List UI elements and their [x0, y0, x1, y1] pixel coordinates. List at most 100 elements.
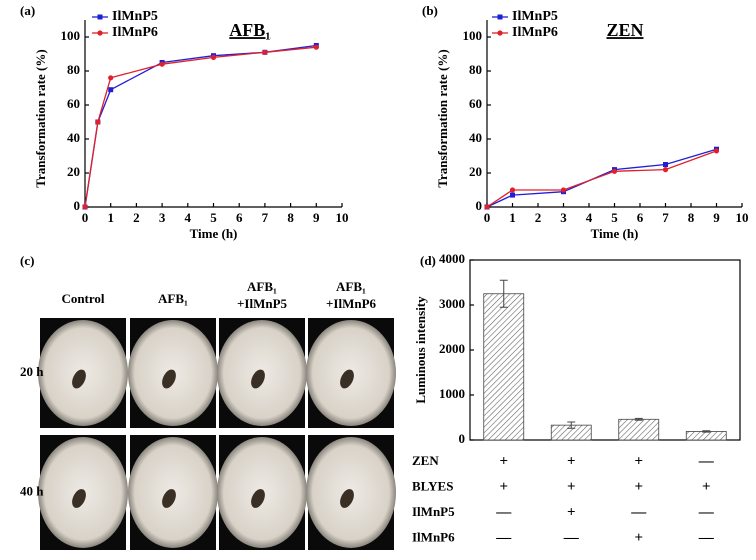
hydra: [162, 489, 176, 508]
x-tick-label: 4: [185, 210, 192, 225]
error-bar: [702, 430, 711, 433]
x-tick-label: 3: [159, 210, 166, 225]
x-tick-label: 3: [560, 210, 567, 225]
data-point: [313, 44, 319, 50]
error-bar: [567, 421, 576, 429]
legend-label: IlMnP6: [512, 25, 558, 40]
data-point: [95, 119, 101, 125]
x-tick-label: 10: [336, 210, 349, 225]
chart-title: ZEN: [606, 20, 643, 40]
column-subheader: +IlMnP5: [237, 296, 288, 311]
table-cell: —: [495, 530, 512, 546]
y-tick-label: 20: [67, 164, 80, 179]
x-tick-label: 2: [133, 210, 140, 225]
panel-label: (b): [422, 3, 438, 18]
series-line: [486, 150, 717, 208]
data-point: [82, 204, 88, 210]
y-tick-label: 1000: [439, 386, 465, 401]
legend-marker: [97, 14, 103, 20]
y-axis-label: Transformation rate (%): [435, 49, 450, 187]
column-header: AFB₁: [336, 279, 366, 294]
y-tick-label: 0: [476, 198, 483, 213]
bar: [618, 418, 660, 441]
legend-label: IlMnP5: [112, 9, 158, 24]
hydra: [251, 489, 265, 508]
table-cell: +: [499, 453, 508, 469]
series-line: [84, 46, 317, 208]
data-point: [662, 167, 669, 173]
x-tick-label: 1: [509, 210, 516, 225]
y-tick-label: 3000: [439, 296, 465, 311]
error-bar: [499, 279, 508, 308]
x-tick-label: 0: [484, 210, 491, 225]
series-line: [84, 44, 317, 208]
y-axis-label: Transformation rate (%): [33, 49, 48, 187]
hydra: [72, 369, 86, 389]
series-line: [486, 148, 717, 208]
table-row-label: ZEN: [412, 453, 439, 468]
bar: [685, 431, 727, 441]
x-tick-label: 9: [713, 210, 720, 225]
x-tick-label: 6: [236, 210, 243, 225]
table-cell: —: [630, 504, 647, 520]
table-row-label: BLYES: [412, 478, 453, 493]
table-cell: +: [702, 479, 711, 495]
x-tick-label: 0: [82, 210, 89, 225]
x-tick-label: 1: [107, 210, 114, 225]
x-tick-label: 5: [210, 210, 217, 225]
error-bar: [634, 417, 643, 421]
table-cell: +: [634, 453, 643, 469]
x-tick-label: 9: [313, 210, 320, 225]
data-point: [108, 75, 114, 81]
column-subheader: +IlMnP6: [326, 296, 377, 311]
legend-label: IlMnP5: [512, 9, 558, 24]
table-cell: +: [634, 530, 643, 546]
y-tick-label: 4000: [439, 251, 465, 266]
y-tick-label: 40: [67, 130, 80, 145]
table-cell: +: [567, 504, 576, 520]
hydra: [251, 369, 265, 389]
table-row-label: IlMnP5: [412, 504, 455, 519]
bar: [483, 293, 525, 441]
column-header: Control: [61, 291, 104, 306]
y-tick-label: 0: [74, 198, 81, 213]
y-tick-label: 60: [469, 96, 482, 111]
hydra: [162, 369, 176, 389]
legend-marker: [97, 30, 103, 36]
x-tick-label: 7: [262, 210, 269, 225]
x-tick-label: 5: [611, 210, 618, 225]
data-point: [560, 187, 567, 193]
legend-marker: [497, 14, 503, 20]
panel-label: (d): [420, 253, 436, 268]
x-tick-label: 2: [535, 210, 542, 225]
row-label: 40 h: [20, 483, 44, 498]
data-point: [159, 61, 165, 67]
table-cell: +: [567, 453, 576, 469]
chart-title: AFB₁: [229, 20, 270, 40]
y-tick-label: 20: [469, 164, 482, 179]
table-row-label: IlMnP6: [412, 529, 455, 544]
y-tick-label: 0: [459, 431, 466, 446]
legend-label: IlMnP6: [112, 25, 158, 40]
panel-label: (c): [20, 253, 34, 268]
column-header: AFB₁: [247, 279, 277, 294]
data-point: [510, 192, 515, 198]
x-tick-label: 7: [662, 210, 669, 225]
x-tick-label: 10: [736, 210, 749, 225]
column-header: AFB₁: [158, 291, 188, 306]
y-tick-label: 80: [67, 62, 80, 77]
table-cell: —: [698, 504, 715, 520]
data-point: [210, 54, 217, 61]
y-tick-label: 60: [67, 96, 80, 111]
data-point: [108, 87, 114, 93]
y-tick-label: 100: [463, 28, 483, 43]
hydra: [340, 369, 354, 389]
y-axis-label: Luminous intensity: [413, 296, 428, 404]
data-point: [484, 204, 490, 210]
x-tick-label: 8: [287, 210, 294, 225]
y-tick-label: 80: [469, 62, 482, 77]
y-tick-label: 2000: [439, 341, 465, 356]
y-tick-label: 100: [61, 28, 81, 43]
data-point: [663, 162, 668, 167]
